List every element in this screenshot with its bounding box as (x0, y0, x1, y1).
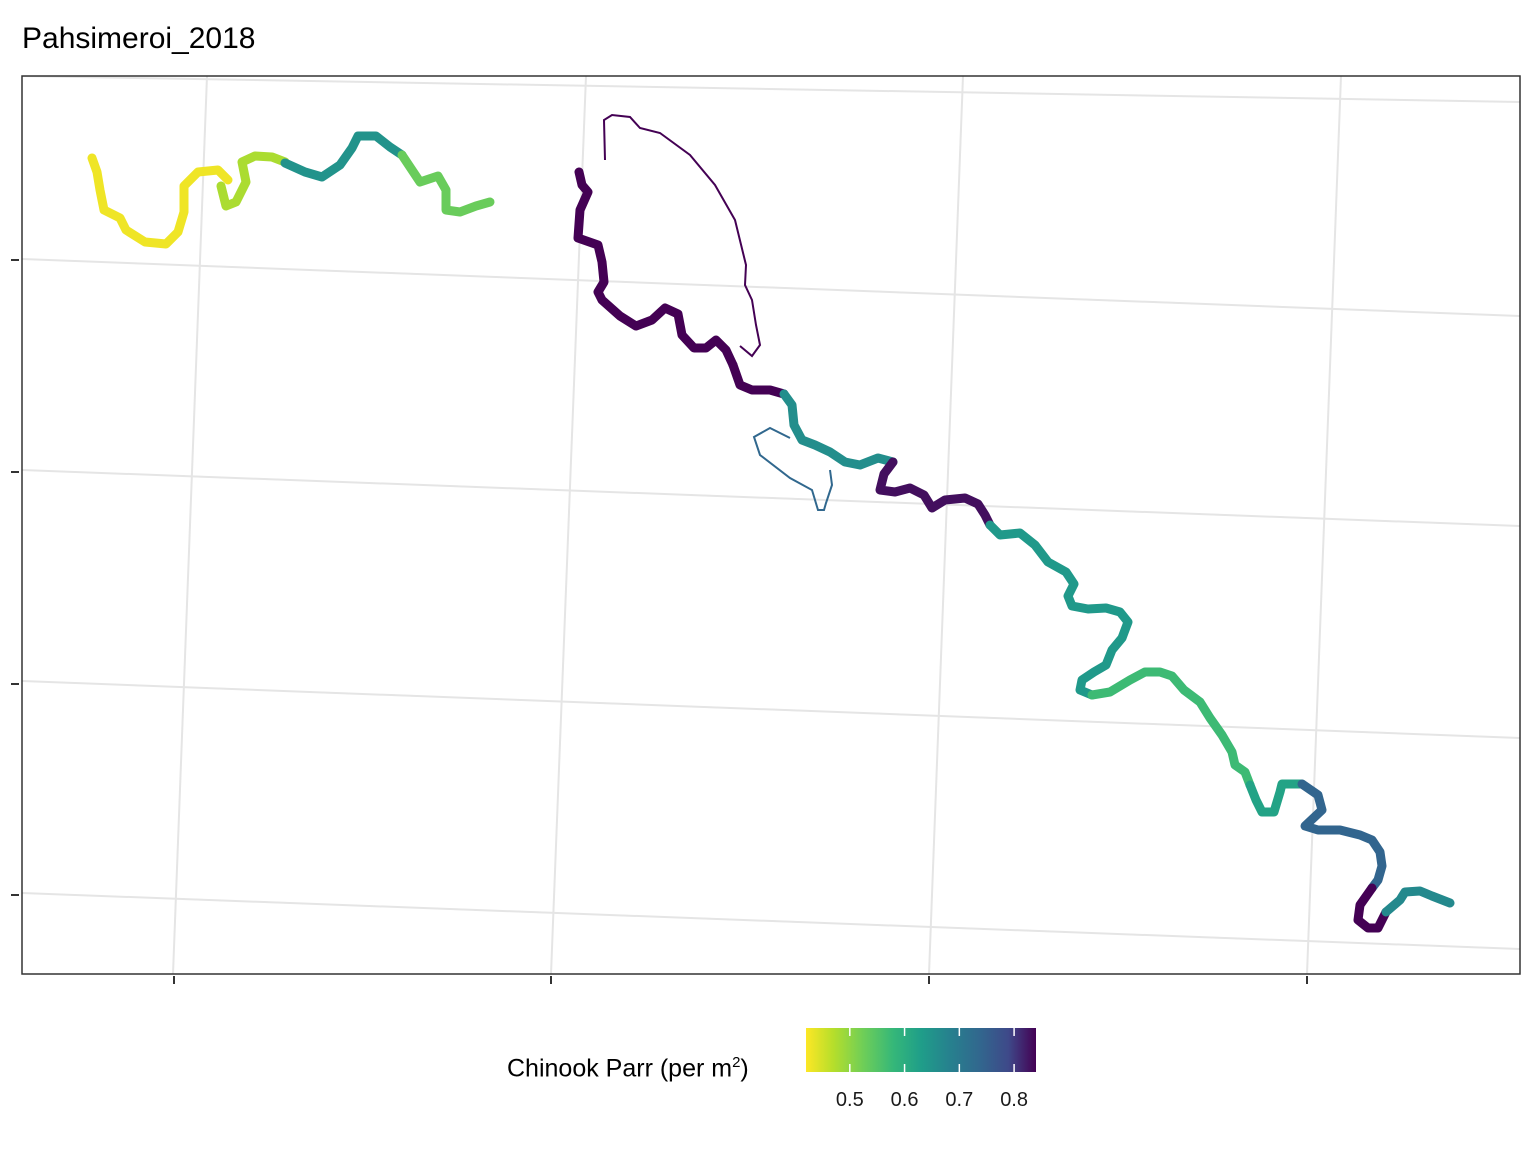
outline-small-polygon (752, 426, 834, 511)
legend-colorbar (806, 1028, 1036, 1072)
river-reach (1353, 883, 1391, 933)
legend-tick-label: 0.6 (891, 1089, 919, 1111)
gridline (928, 76, 964, 974)
gridline (172, 76, 208, 974)
river-reach (216, 151, 290, 211)
legend-title: Chinook Parr (per m2) (507, 1054, 749, 1083)
gridline (22, 258, 1520, 317)
legend-tick-label: 0.8 (1000, 1089, 1028, 1111)
panel-border (21, 75, 1521, 975)
river-reach (1297, 779, 1387, 893)
map-title: Pahsimeroi_2018 (22, 22, 256, 55)
river-reach (985, 520, 1133, 700)
river-reach (397, 150, 495, 217)
river-reach (87, 153, 233, 249)
legend-tick-label: 0.7 (945, 1089, 973, 1111)
gridline (22, 76, 1520, 103)
river-reach (728, 360, 789, 399)
river-reach (280, 131, 407, 182)
river-reach (875, 457, 995, 530)
river-reach (573, 167, 738, 370)
map-grid (22, 76, 1520, 974)
river-reach (1245, 779, 1307, 817)
river-reach (1381, 886, 1455, 917)
legend-tick-label: 0.5 (836, 1089, 864, 1111)
gridline (22, 469, 1520, 527)
gridline (22, 892, 1520, 950)
axis-ticks (11, 259, 1308, 984)
legend: 0.5 0.6 0.7 0.8 (806, 1028, 1036, 1111)
river-reach (779, 389, 898, 470)
outline-large-polygon (602, 113, 762, 358)
gridline (1306, 76, 1342, 974)
river-reach (1087, 667, 1255, 790)
gridline (22, 680, 1520, 739)
